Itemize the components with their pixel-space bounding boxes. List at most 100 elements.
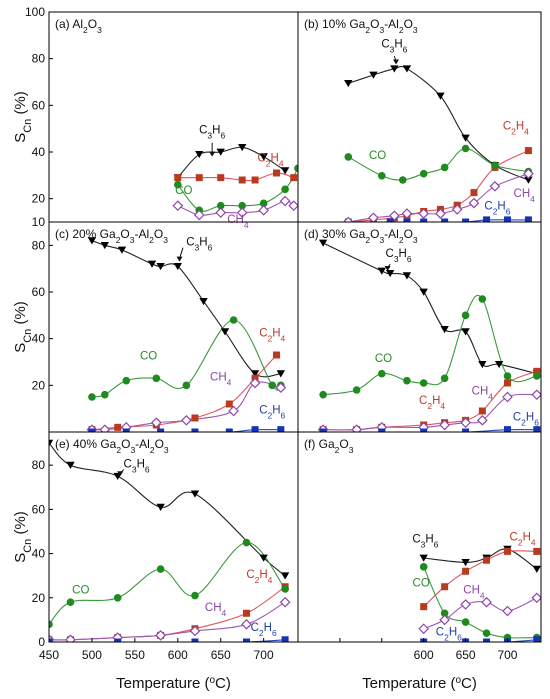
panel-frame-a [48, 11, 299, 223]
point-C2H6 [483, 638, 491, 642]
y-tick-label: 0 [38, 635, 45, 649]
point-CO [482, 629, 491, 637]
point-CO [122, 376, 131, 385]
point-C2H4 [238, 176, 246, 184]
panel-frame-f [297, 431, 542, 643]
point-C3H6 [87, 237, 97, 245]
point-C3H6 [259, 153, 268, 161]
point-C2H6 [49, 638, 53, 642]
point-C3H6 [440, 325, 449, 334]
point-CO [88, 393, 96, 401]
y-axis-title: SCn (%) [12, 301, 34, 353]
point-C3H6 [377, 267, 386, 275]
series-line-CH4 [177, 200, 295, 216]
series-line-CH4 [423, 597, 538, 630]
x-axis-title: Temperature (oC) [116, 675, 231, 693]
series-line-C3H6 [322, 242, 537, 375]
point-CO [419, 379, 428, 387]
point-C2H4 [524, 147, 532, 155]
series-label-C2H4: C2H4 [503, 121, 529, 137]
series-label-CO: CO [413, 578, 430, 590]
point-CH4 [193, 209, 205, 221]
point-C3H6 [216, 148, 225, 156]
point-CH4 [65, 634, 76, 642]
point-CO [242, 538, 251, 547]
point-C2H6 [157, 428, 165, 432]
point-C2H6 [191, 428, 199, 432]
y-tick-label: 80 [32, 52, 46, 66]
point-C2H4 [242, 609, 250, 617]
point-CO [491, 161, 499, 170]
point-CO [478, 295, 487, 303]
point-CH4 [389, 210, 400, 222]
point-CH4 [155, 630, 166, 641]
series-label-C2H6: C2H6 [436, 626, 462, 642]
point-C2H4 [273, 169, 281, 177]
point-C3H6 [49, 439, 54, 447]
point-C2H6 [277, 426, 285, 432]
point-C3H6 [390, 65, 399, 73]
point-C3H6 [190, 490, 200, 498]
point-C3H6 [276, 370, 286, 378]
point-C2H6 [403, 218, 411, 222]
point-C2H4 [483, 556, 491, 564]
panel-frame-b [297, 11, 542, 223]
point-CH4 [275, 382, 287, 394]
plot-area-d [317, 239, 541, 432]
point-CO [440, 163, 449, 172]
x-tick-label: 650 [456, 648, 476, 662]
point-CO [259, 199, 268, 208]
series-label-CO: CO [140, 351, 157, 363]
series-label-C3H6: C3H6 [381, 39, 407, 55]
series-label-CO: CO [175, 185, 192, 197]
point-CO [191, 591, 199, 600]
y-tick-label: 40 [32, 145, 46, 159]
point-CH4 [460, 417, 471, 429]
plot-area-b [342, 65, 534, 222]
point-C3H6 [195, 150, 204, 159]
point-C3H6 [461, 328, 470, 336]
point-C2H6 [462, 218, 470, 222]
point-C3H6 [419, 554, 428, 562]
point-CO [377, 172, 386, 180]
point-CO [319, 390, 327, 399]
point-CH4 [249, 377, 261, 389]
point-CO [419, 563, 428, 571]
point-C2H4 [503, 547, 511, 555]
series-label-C3H6: C3H6 [124, 458, 150, 474]
point-CO [281, 185, 289, 194]
y-tick-label: 60 [32, 98, 46, 112]
point-CH4 [439, 419, 450, 431]
series-label-CO: CO [72, 584, 89, 596]
point-C3H6 [402, 272, 412, 280]
y-tick-label: 10 [32, 215, 46, 229]
point-C3H6 [66, 461, 75, 469]
series-label-C3H6: C3H6 [386, 248, 412, 264]
point-C2H4 [470, 189, 478, 197]
point-CH4 [401, 208, 413, 219]
point-CH4 [288, 200, 298, 212]
point-C3H6 [199, 297, 208, 306]
point-C3H6 [478, 360, 487, 369]
point-C2H6 [191, 638, 199, 642]
point-CH4 [451, 204, 463, 215]
point-C2H4 [195, 174, 203, 182]
point-CH4 [531, 389, 541, 401]
point-C2H6 [503, 216, 511, 222]
point-C3H6 [385, 269, 395, 278]
point-CH4 [228, 405, 239, 417]
point-C3H6 [117, 246, 127, 254]
point-C3H6 [173, 262, 182, 271]
point-C2H6 [281, 636, 289, 642]
point-CO [49, 620, 53, 629]
point-CO [216, 201, 225, 210]
point-CH4 [258, 204, 270, 216]
point-CH4 [531, 592, 541, 604]
x-tick-label: 500 [82, 648, 102, 662]
point-C2H6 [524, 216, 532, 222]
point-C3H6 [344, 80, 353, 88]
point-C2H4 [217, 174, 225, 182]
x-tick-label: 650 [211, 648, 231, 662]
point-CO [238, 201, 246, 210]
point-C3H6 [259, 554, 268, 562]
